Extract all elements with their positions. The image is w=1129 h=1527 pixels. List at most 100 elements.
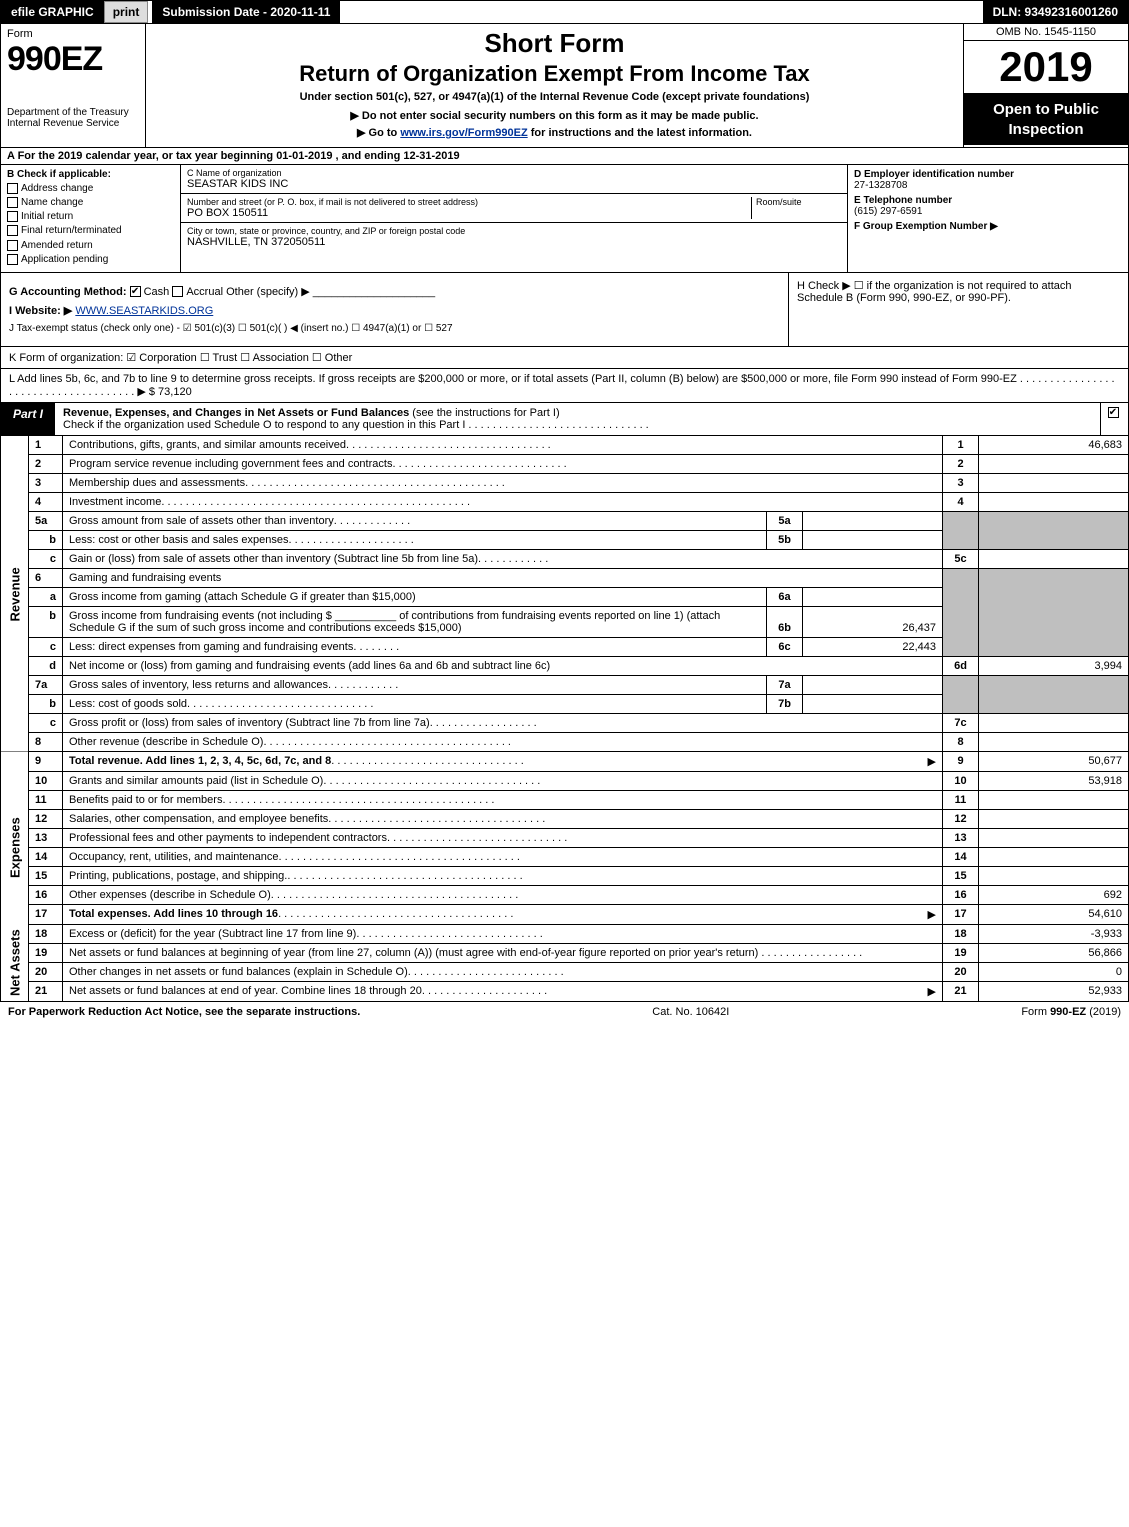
group-exemption-label: F Group Exemption Number ▶ — [854, 221, 998, 232]
check-application-pending[interactable]: Application pending — [7, 254, 174, 265]
check-address-change[interactable]: Address change — [7, 183, 174, 194]
room-label: Room/suite — [756, 197, 841, 207]
line-18-col: 18 — [943, 924, 979, 943]
grey-6abc — [943, 568, 979, 656]
part1-label: Part I — [1, 403, 55, 435]
line-14-desc: Occupancy, rent, utilities, and maintena… — [63, 847, 943, 866]
street-label: Number and street (or P. O. box, if mail… — [187, 197, 751, 207]
line-2-no: 2 — [29, 454, 63, 473]
telephone-value: (615) 297-6591 — [854, 206, 1122, 217]
line-6c-mini-no: 6c — [767, 637, 803, 656]
tax-year: 2019 — [964, 41, 1128, 94]
line-7c-no: c — [29, 713, 63, 732]
subtitle-section: Under section 501(c), 527, or 4947(a)(1)… — [154, 91, 955, 103]
line-6d-val: 3,994 — [979, 656, 1129, 675]
irs-link[interactable]: www.irs.gov/Form990EZ — [400, 127, 527, 139]
title-short-form: Short Form — [154, 28, 955, 59]
line-16-col: 16 — [943, 885, 979, 904]
line-11-no: 11 — [29, 790, 63, 809]
line-7a-mini-val — [803, 675, 943, 694]
line-14-val — [979, 847, 1129, 866]
line-4-col: 4 — [943, 492, 979, 511]
line-9-no: 9 — [29, 751, 63, 771]
line-20-val: 0 — [979, 962, 1129, 981]
grey-5ab — [943, 511, 979, 549]
header-left: Form 990EZ Department of the Treasury In… — [1, 24, 146, 147]
line-2-col: 2 — [943, 454, 979, 473]
goto-post: for instructions and the latest informat… — [528, 127, 752, 139]
dln: DLN: 93492316001260 — [983, 1, 1128, 23]
telephone-label: E Telephone number — [854, 195, 1122, 206]
line-3-col: 3 — [943, 473, 979, 492]
line-6d-col: 6d — [943, 656, 979, 675]
line-20-col: 20 — [943, 962, 979, 981]
subtitle-ssn: ▶ Do not enter social security numbers o… — [154, 109, 955, 122]
line-21-desc: Net assets or fund balances at end of ye… — [63, 981, 943, 1001]
irs-label: Internal Revenue Service — [7, 118, 139, 129]
check-amended-return[interactable]: Amended return — [7, 240, 174, 251]
header-right: OMB No. 1545-1150 2019 Open to Public In… — [963, 24, 1128, 147]
line-6b-no: b — [29, 606, 63, 637]
line-10-col: 10 — [943, 771, 979, 790]
part1-checkbox[interactable] — [1100, 403, 1128, 435]
line-1-desc: Contributions, gifts, grants, and simila… — [63, 436, 943, 455]
line-18-val: -3,933 — [979, 924, 1129, 943]
line-6c-desc: Less: direct expenses from gaming and fu… — [63, 637, 767, 656]
line-5b-mini-val — [803, 530, 943, 549]
top-bar: efile GRAPHIC print Submission Date - 20… — [0, 0, 1129, 24]
line-9-col: 9 — [943, 751, 979, 771]
line-18-desc: Excess or (deficit) for the year (Subtra… — [63, 924, 943, 943]
line-15-col: 15 — [943, 866, 979, 885]
line-14-no: 14 — [29, 847, 63, 866]
line-13-val — [979, 828, 1129, 847]
check-final-return[interactable]: Final return/terminated — [7, 225, 174, 236]
street-value: PO BOX 150511 — [187, 207, 751, 219]
line-13-no: 13 — [29, 828, 63, 847]
revenue-side-label: Revenue — [1, 436, 29, 752]
org-name-label: C Name of organization — [187, 168, 841, 178]
line-6d-desc: Net income or (loss) from gaming and fun… — [63, 656, 943, 675]
line-5c-val — [979, 549, 1129, 568]
line-21-val: 52,933 — [979, 981, 1129, 1001]
line-6c-no: c — [29, 637, 63, 656]
form-word: Form — [7, 28, 139, 40]
line-11-desc: Benefits paid to or for members . . . . … — [63, 790, 943, 809]
line-3-val — [979, 473, 1129, 492]
line-5a-mini-val — [803, 511, 943, 530]
submission-date: Submission Date - 2020-11-11 — [152, 1, 340, 23]
line-10-no: 10 — [29, 771, 63, 790]
line-18-no: 18 — [29, 924, 63, 943]
row-k-form-org: K Form of organization: ☑ Corporation ☐ … — [0, 347, 1129, 369]
section-bcdef: B Check if applicable: Address change Na… — [0, 165, 1129, 273]
line-15-desc: Printing, publications, postage, and shi… — [63, 866, 943, 885]
line-8-desc: Other revenue (describe in Schedule O) .… — [63, 732, 943, 751]
line-6a-mini-no: 6a — [767, 587, 803, 606]
check-accrual[interactable] — [172, 286, 183, 297]
line-17-val: 54,610 — [979, 904, 1129, 924]
check-cash[interactable] — [130, 286, 141, 297]
line-6b-desc: Gross income from fundraising events (no… — [63, 606, 767, 637]
page-footer: For Paperwork Reduction Act Notice, see … — [0, 1002, 1129, 1022]
print-button[interactable]: print — [104, 1, 149, 23]
line-6a-desc: Gross income from gaming (attach Schedul… — [63, 587, 767, 606]
line-16-no: 16 — [29, 885, 63, 904]
check-initial-return[interactable]: Initial return — [7, 211, 174, 222]
line-15-val — [979, 866, 1129, 885]
line-1-col: 1 — [943, 436, 979, 455]
line-19-desc: Net assets or fund balances at beginning… — [63, 943, 943, 962]
check-name-change[interactable]: Name change — [7, 197, 174, 208]
section-def: D Employer identification number 27-1328… — [848, 165, 1128, 272]
line-8-col: 8 — [943, 732, 979, 751]
line-9-val: 50,677 — [979, 751, 1129, 771]
line-3-desc: Membership dues and assessments . . . . … — [63, 473, 943, 492]
line-11-col: 11 — [943, 790, 979, 809]
line-7a-no: 7a — [29, 675, 63, 694]
line-13-col: 13 — [943, 828, 979, 847]
efile-graphic-button[interactable]: efile GRAPHIC — [1, 1, 104, 23]
line-7c-desc: Gross profit or (loss) from sales of inv… — [63, 713, 943, 732]
section-h: H Check ▶ ☐ if the organization is not r… — [788, 273, 1128, 346]
line-5a-mini-no: 5a — [767, 511, 803, 530]
line-5b-no: b — [29, 530, 63, 549]
line-12-val — [979, 809, 1129, 828]
website-link[interactable]: WWW.SEASTARKIDS.ORG — [75, 305, 213, 317]
